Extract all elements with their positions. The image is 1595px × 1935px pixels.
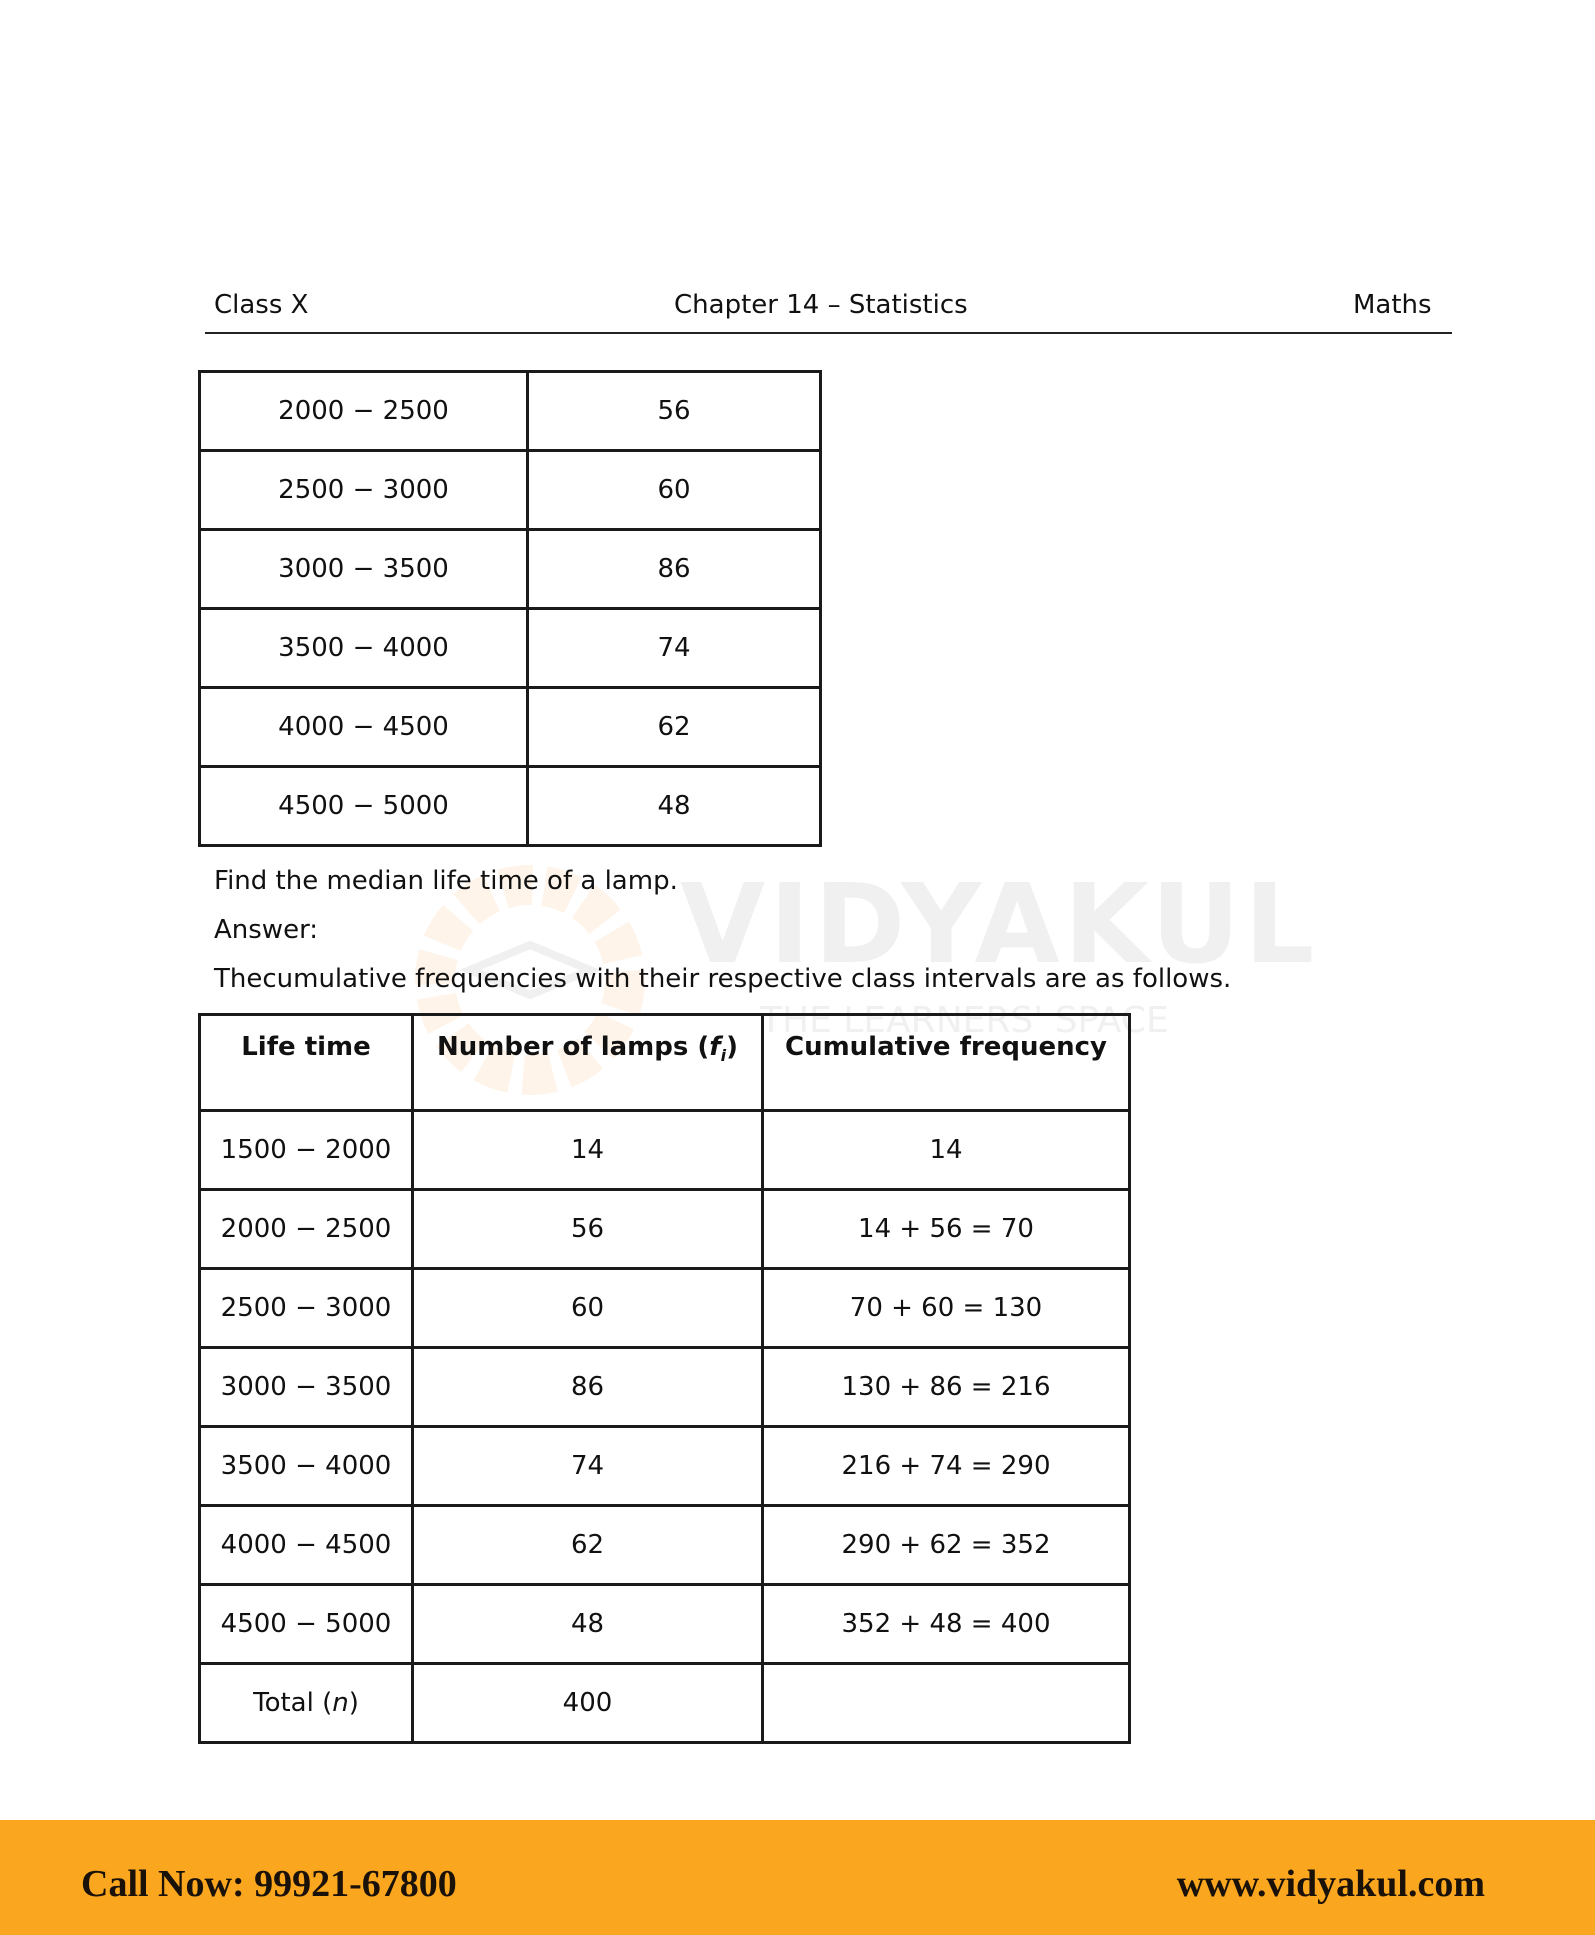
class-interval: 3500 − 4000 (198, 607, 529, 689)
answer-label: Answer: (214, 915, 319, 945)
cumulative-frequency: 352 + 48 = 400 (761, 1583, 1131, 1665)
total-cumulative (761, 1662, 1131, 1744)
header-class: Class X (214, 290, 309, 320)
class-interval: 4500 − 5000 (198, 1583, 414, 1665)
frequency: 74 (526, 607, 822, 689)
header-life-time: Life time (198, 1013, 414, 1112)
class-interval: 2000 − 2500 (198, 1188, 414, 1270)
header-divider (205, 332, 1452, 334)
question-text: Find the median life time of a lamp. (214, 866, 678, 896)
class-interval: 3500 − 4000 (198, 1425, 414, 1507)
class-interval: 3000 − 3500 (198, 1346, 414, 1428)
class-interval: 4000 − 4500 (198, 1504, 414, 1586)
table-row: 2000 − 2500 56 (198, 370, 822, 452)
header-subject: Maths (1353, 290, 1432, 320)
frequency: 56 (411, 1188, 764, 1270)
footer-banner: Call Now: 99921-67800 www.vidyakul.com (0, 1820, 1595, 1935)
table-row: 2500 − 3000 60 (198, 449, 822, 531)
total-value: 400 (411, 1662, 764, 1744)
table-row: 3500 − 4000 74 (198, 607, 822, 689)
table-row: 4000 − 4500 62 (198, 686, 822, 768)
header-chapter: Chapter 14 – Statistics (674, 290, 968, 320)
table-row: 2500 − 3000 60 70 + 60 = 130 (198, 1267, 1131, 1349)
frequency: 86 (526, 528, 822, 610)
header-cumulative-frequency: Cumulative frequency (761, 1013, 1131, 1112)
frequency: 74 (411, 1425, 764, 1507)
class-interval: 2000 − 2500 (198, 370, 529, 452)
class-interval: 4500 − 5000 (198, 765, 529, 847)
table-row: 4500 − 5000 48 (198, 765, 822, 847)
frequency: 60 (411, 1267, 764, 1349)
table-row: 4000 − 4500 62 290 + 62 = 352 (198, 1504, 1131, 1586)
table-row: 1500 − 2000 14 14 (198, 1109, 1131, 1191)
class-interval: 1500 − 2000 (198, 1109, 414, 1191)
total-row: Total (n) 400 (198, 1662, 1131, 1744)
class-interval: 4000 − 4500 (198, 686, 529, 768)
table-header-row: Life time Number of lamps (fi) Cumulativ… (198, 1013, 1131, 1112)
cumulative-frequency: 216 + 74 = 290 (761, 1425, 1131, 1507)
frequency: 14 (411, 1109, 764, 1191)
frequency: 48 (411, 1583, 764, 1665)
cumulative-frequency: 14 (761, 1109, 1131, 1191)
table-row: 4500 − 5000 48 352 + 48 = 400 (198, 1583, 1131, 1665)
frequency: 60 (526, 449, 822, 531)
cumulative-frequency: 14 + 56 = 70 (761, 1188, 1131, 1270)
frequency-table-continued: 2000 − 2500 56 2500 − 3000 60 3000 − 3500 8… (198, 370, 822, 847)
header-number-of-lamps: Number of lamps (fi) (411, 1013, 764, 1112)
frequency: 62 (411, 1504, 764, 1586)
table-row: 2000 − 2500 56 14 + 56 = 70 (198, 1188, 1131, 1270)
cumulative-frequency: 130 + 86 = 216 (761, 1346, 1131, 1428)
cumulative-frequency: 290 + 62 = 352 (761, 1504, 1131, 1586)
table-row: 3000 − 3500 86 130 + 86 = 216 (198, 1346, 1131, 1428)
class-interval: 3000 − 3500 (198, 528, 529, 610)
table-row: 3500 − 4000 74 216 + 74 = 290 (198, 1425, 1131, 1507)
class-interval: 2500 − 3000 (198, 449, 529, 531)
class-interval: 2500 − 3000 (198, 1267, 414, 1349)
footer-website-link[interactable]: www.vidyakul.com (1176, 1863, 1485, 1905)
table-row: 3000 − 3500 86 (198, 528, 822, 610)
footer-phone[interactable]: Call Now: 99921-67800 (81, 1863, 457, 1905)
frequency: 62 (526, 686, 822, 768)
frequency: 86 (411, 1346, 764, 1428)
frequency: 48 (526, 765, 822, 847)
total-label: Total (n) (198, 1662, 414, 1744)
cumulative-frequency-table: Life time Number of lamps (fi) Cumulativ… (198, 1013, 1131, 1744)
frequency: 56 (526, 370, 822, 452)
cumulative-frequency: 70 + 60 = 130 (761, 1267, 1131, 1349)
intro-text: Thecumulative frequencies with their res… (214, 964, 1232, 994)
